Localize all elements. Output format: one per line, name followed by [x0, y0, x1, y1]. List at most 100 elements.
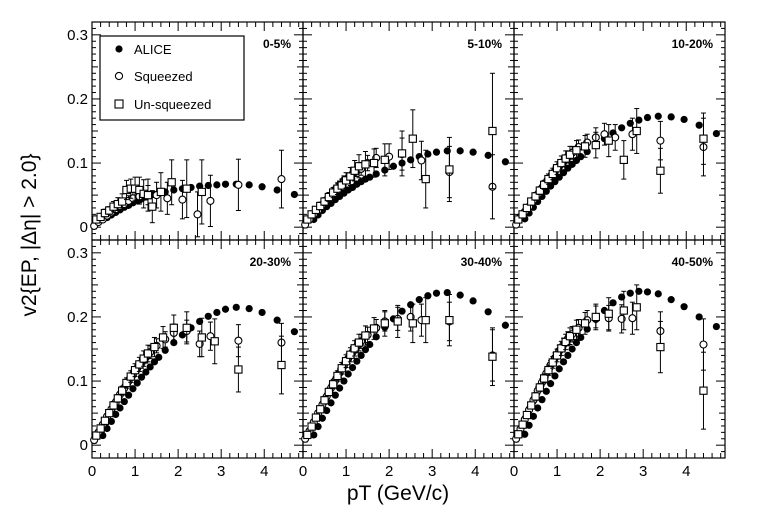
data-point-alice [568, 345, 576, 353]
data-point-alice [667, 296, 675, 304]
data-point-unsqueezed [591, 140, 600, 150]
data-point-unsqueezed [135, 360, 144, 369]
x-tick-label: 2 [385, 463, 393, 480]
data-point-unsqueezed [557, 158, 566, 168]
data-point-alice [331, 391, 339, 399]
legend-label-squeezed: Squeezed [134, 69, 193, 84]
data-point-alice [572, 338, 581, 347]
data-point-alice [273, 316, 281, 324]
data-point-unsqueezed [699, 386, 708, 395]
x-tick-label: 1 [342, 463, 350, 480]
data-point-alice [415, 296, 423, 304]
data-point-alice [456, 147, 464, 155]
data-point-unsqueezed [408, 319, 417, 328]
data-point-unsqueezed [518, 210, 527, 219]
panel-2: 5-10% [301, 21, 515, 241]
x-tick-label: 1 [131, 463, 139, 480]
series-unsqueezed [303, 294, 497, 440]
data-point-unsqueezed [656, 166, 665, 175]
x-tick-label: 0 [510, 463, 518, 480]
data-point-unsqueezed [445, 165, 454, 174]
data-point-alice [357, 351, 365, 360]
series-squeezed [512, 117, 708, 229]
y-tick-label: 0.3 [67, 245, 88, 262]
panel-frame [513, 239, 726, 459]
data-point-unsqueezed [148, 202, 157, 211]
data-point-unsqueezed [316, 201, 325, 211]
data-point-unsqueezed [539, 180, 549, 190]
data-point-unsqueezed [548, 169, 557, 179]
x-tick-label: 2 [596, 463, 604, 480]
data-point-alice [538, 396, 546, 404]
x-tick-label: 3 [428, 463, 436, 480]
data-point-squeezed [600, 130, 609, 139]
data-point-alice [137, 373, 146, 381]
data-point-unsqueezed [522, 203, 532, 213]
y-tick-label: 0 [80, 219, 88, 236]
data-point-unsqueezed [535, 383, 544, 392]
x-tick-label: 4 [471, 463, 479, 480]
data-point-unsqueezed [350, 166, 359, 175]
x-tick-label: 1 [553, 463, 561, 480]
data-point-unsqueezed [544, 366, 553, 375]
data-point-unsqueezed [656, 342, 665, 352]
data-point-unsqueezed [333, 371, 342, 381]
data-point-unsqueezed [109, 401, 118, 410]
x-tick-label: 3 [217, 463, 225, 480]
data-point-unsqueezed [210, 337, 219, 346]
data-point-unsqueezed [182, 184, 191, 193]
data-point-unsqueezed [535, 186, 544, 195]
panel-frame [302, 239, 515, 459]
data-point-squeezed [234, 180, 243, 189]
data-point-alice [654, 112, 662, 120]
panel-label: 40-50% [672, 255, 714, 269]
data-point-alice [564, 351, 572, 360]
panel-6: 0 1 2 3 4 40-50% [510, 239, 726, 480]
legend-marker-squeezed [114, 71, 124, 81]
panel-frame [302, 21, 515, 241]
data-point-alice [336, 384, 344, 392]
data-point-unsqueezed [150, 342, 159, 352]
data-point-unsqueezed [604, 309, 613, 318]
y-axis-title: v2{EP, |Δη| > 2.0} [18, 154, 41, 317]
data-point-squeezed [277, 175, 286, 184]
series-squeezed [90, 319, 286, 445]
y-tick-label: 0.1 [67, 373, 88, 390]
data-point-unsqueezed [117, 386, 127, 395]
data-point-unsqueezed [156, 187, 166, 197]
data-point-squeezed [699, 340, 708, 349]
data-point-alice [559, 169, 568, 177]
data-point-alice [680, 303, 688, 311]
x-tick-label: 3 [639, 463, 647, 480]
data-point-alice [221, 305, 230, 313]
data-point-unsqueezed [561, 337, 570, 347]
data-point-alice [290, 328, 298, 336]
data-point-unsqueezed [548, 358, 557, 367]
data-point-unsqueezed [328, 380, 338, 389]
data-point-unsqueezed [531, 192, 540, 201]
x-tick-label: 2 [174, 463, 182, 480]
panel-3: 10-20% [512, 21, 726, 241]
data-point-unsqueezed [234, 365, 243, 374]
panel-label: 10-20% [672, 37, 714, 51]
data-point-alice [654, 290, 662, 298]
data-point-alice [609, 299, 617, 307]
data-point-unsqueezed [572, 146, 581, 155]
data-point-unsqueezed [565, 332, 575, 341]
panel-5: 0 1 2 3 4 30-40% [299, 239, 515, 480]
data-point-unsqueezed [311, 413, 321, 422]
data-point-unsqueezed [307, 210, 316, 219]
data-point-unsqueezed [527, 401, 536, 410]
panel-4: 0 0.1 0.2 0.3 0 1 2 3 4 20-30% [67, 239, 304, 480]
data-point-alice [344, 370, 352, 378]
data-point-unsqueezed [346, 172, 355, 181]
data-point-unsqueezed [632, 126, 641, 136]
data-point-alice [398, 307, 406, 315]
data-point-alice [484, 308, 492, 316]
data-point-alice [469, 148, 477, 156]
data-point-unsqueezed [182, 323, 191, 332]
data-point-unsqueezed [350, 344, 359, 353]
data-point-alice [529, 412, 537, 420]
data-point-unsqueezed [167, 178, 176, 187]
data-point-unsqueezed [488, 126, 497, 136]
